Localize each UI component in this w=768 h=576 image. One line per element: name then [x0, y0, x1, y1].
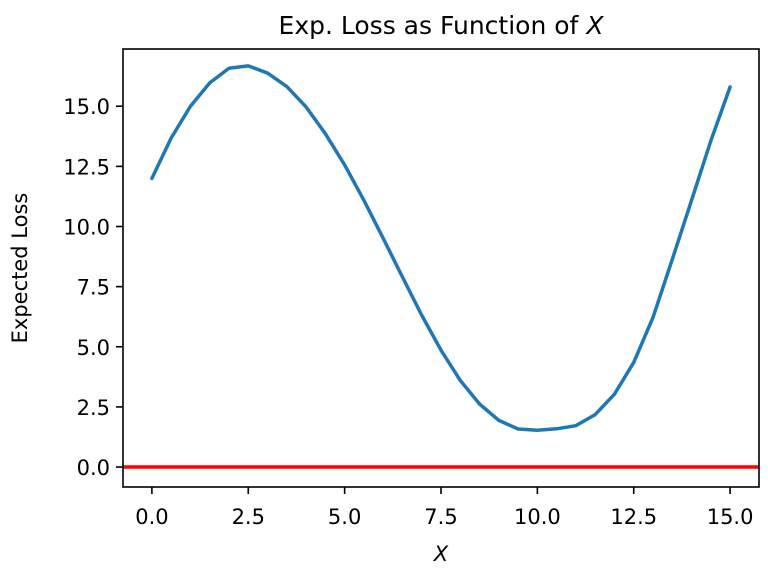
x-tick-label: 10.0: [514, 505, 561, 529]
x-tick-label: 7.5: [424, 505, 457, 529]
axes-frame: [122, 48, 760, 488]
y-tick-label: 12.5: [63, 155, 110, 179]
x-axis-label: X: [433, 542, 449, 566]
chart-title-text: Exp. Loss as Function of: [279, 11, 587, 40]
x-tick-label: 12.5: [610, 505, 657, 529]
chart-title-variable: X: [584, 11, 604, 40]
y-axis-label: Expected Loss: [8, 193, 32, 344]
chart-title: Exp. Loss as Function of X: [279, 11, 605, 40]
series-line: [150, 64, 732, 432]
plot-area: [122, 48, 760, 488]
y-tick-label: 2.5: [77, 396, 110, 420]
x-axis-ticks: 0.0 2.5 5.0 7.5 10.0 12.5 15.0: [135, 487, 753, 529]
y-tick-label: 0.0: [77, 456, 110, 480]
x-tick-label: 5.0: [328, 505, 361, 529]
y-tick-label: 7.5: [77, 276, 110, 300]
y-tick-label: 10.0: [63, 216, 110, 240]
y-axis-ticks: 0.0 2.5 5.0 7.5 10.0 12.5 15.0: [63, 95, 123, 480]
x-tick-label: 15.0: [707, 505, 754, 529]
y-tick-label: 5.0: [77, 336, 110, 360]
y-tick-label: 15.0: [63, 95, 110, 119]
x-tick-label: 2.5: [232, 505, 265, 529]
x-tick-label: 0.0: [135, 505, 168, 529]
